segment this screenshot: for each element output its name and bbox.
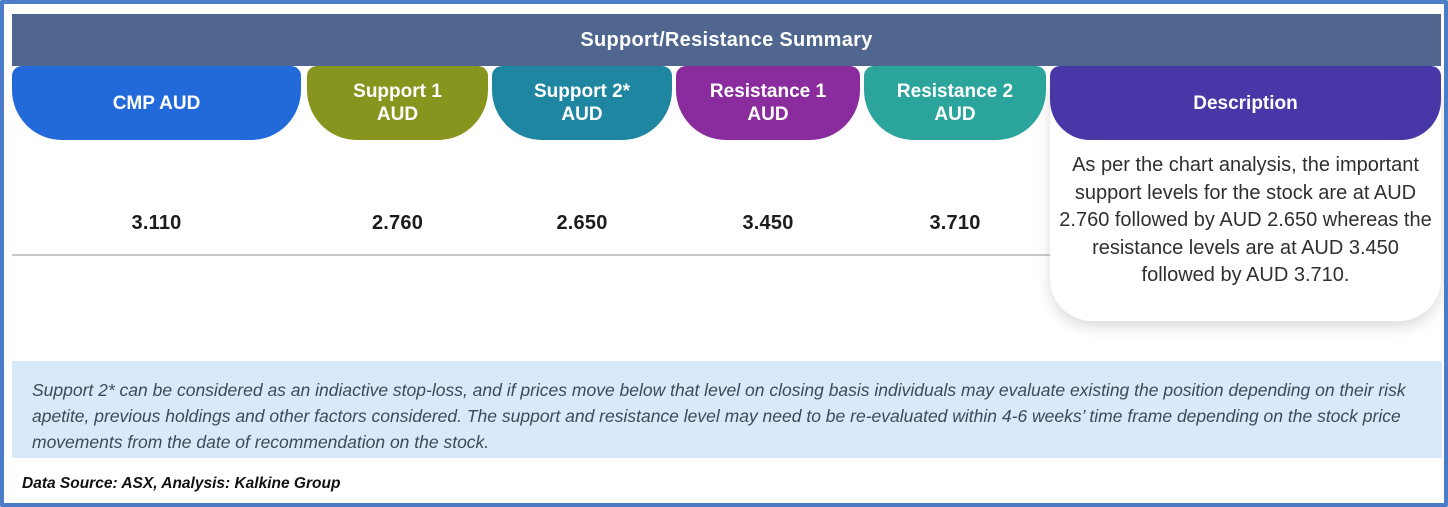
description-text: As per the chart analysis, the important… [1059,154,1432,286]
column-header-support-1: Support 1 AUD [307,66,488,140]
row-divider [12,254,1050,256]
column-header-description: Description [1050,66,1441,140]
disclaimer-note: Support 2* can be considered as an india… [12,361,1442,458]
column-header-resistance-1: Resistance 1 AUD [676,66,860,140]
panel-title: Support/Resistance Summary [580,28,873,51]
column-header-cmp: CMP AUD [12,66,301,140]
column-header-support-2: Support 2* AUD [492,66,672,140]
value-cmp: 3.110 [131,211,182,234]
value-support-1: 2.760 [371,211,424,234]
value-resistance-2: 3.710 [929,211,981,234]
panel-title-bar: Support/Resistance Summary [12,14,1441,66]
value-support-2: 2.650 [556,211,608,234]
data-source-caption: Data Source: ASX, Analysis: Kalkine Grou… [22,475,341,492]
value-resistance-1: 3.450 [742,211,794,234]
column-header-resistance-2: Resistance 2 AUD [864,66,1046,140]
